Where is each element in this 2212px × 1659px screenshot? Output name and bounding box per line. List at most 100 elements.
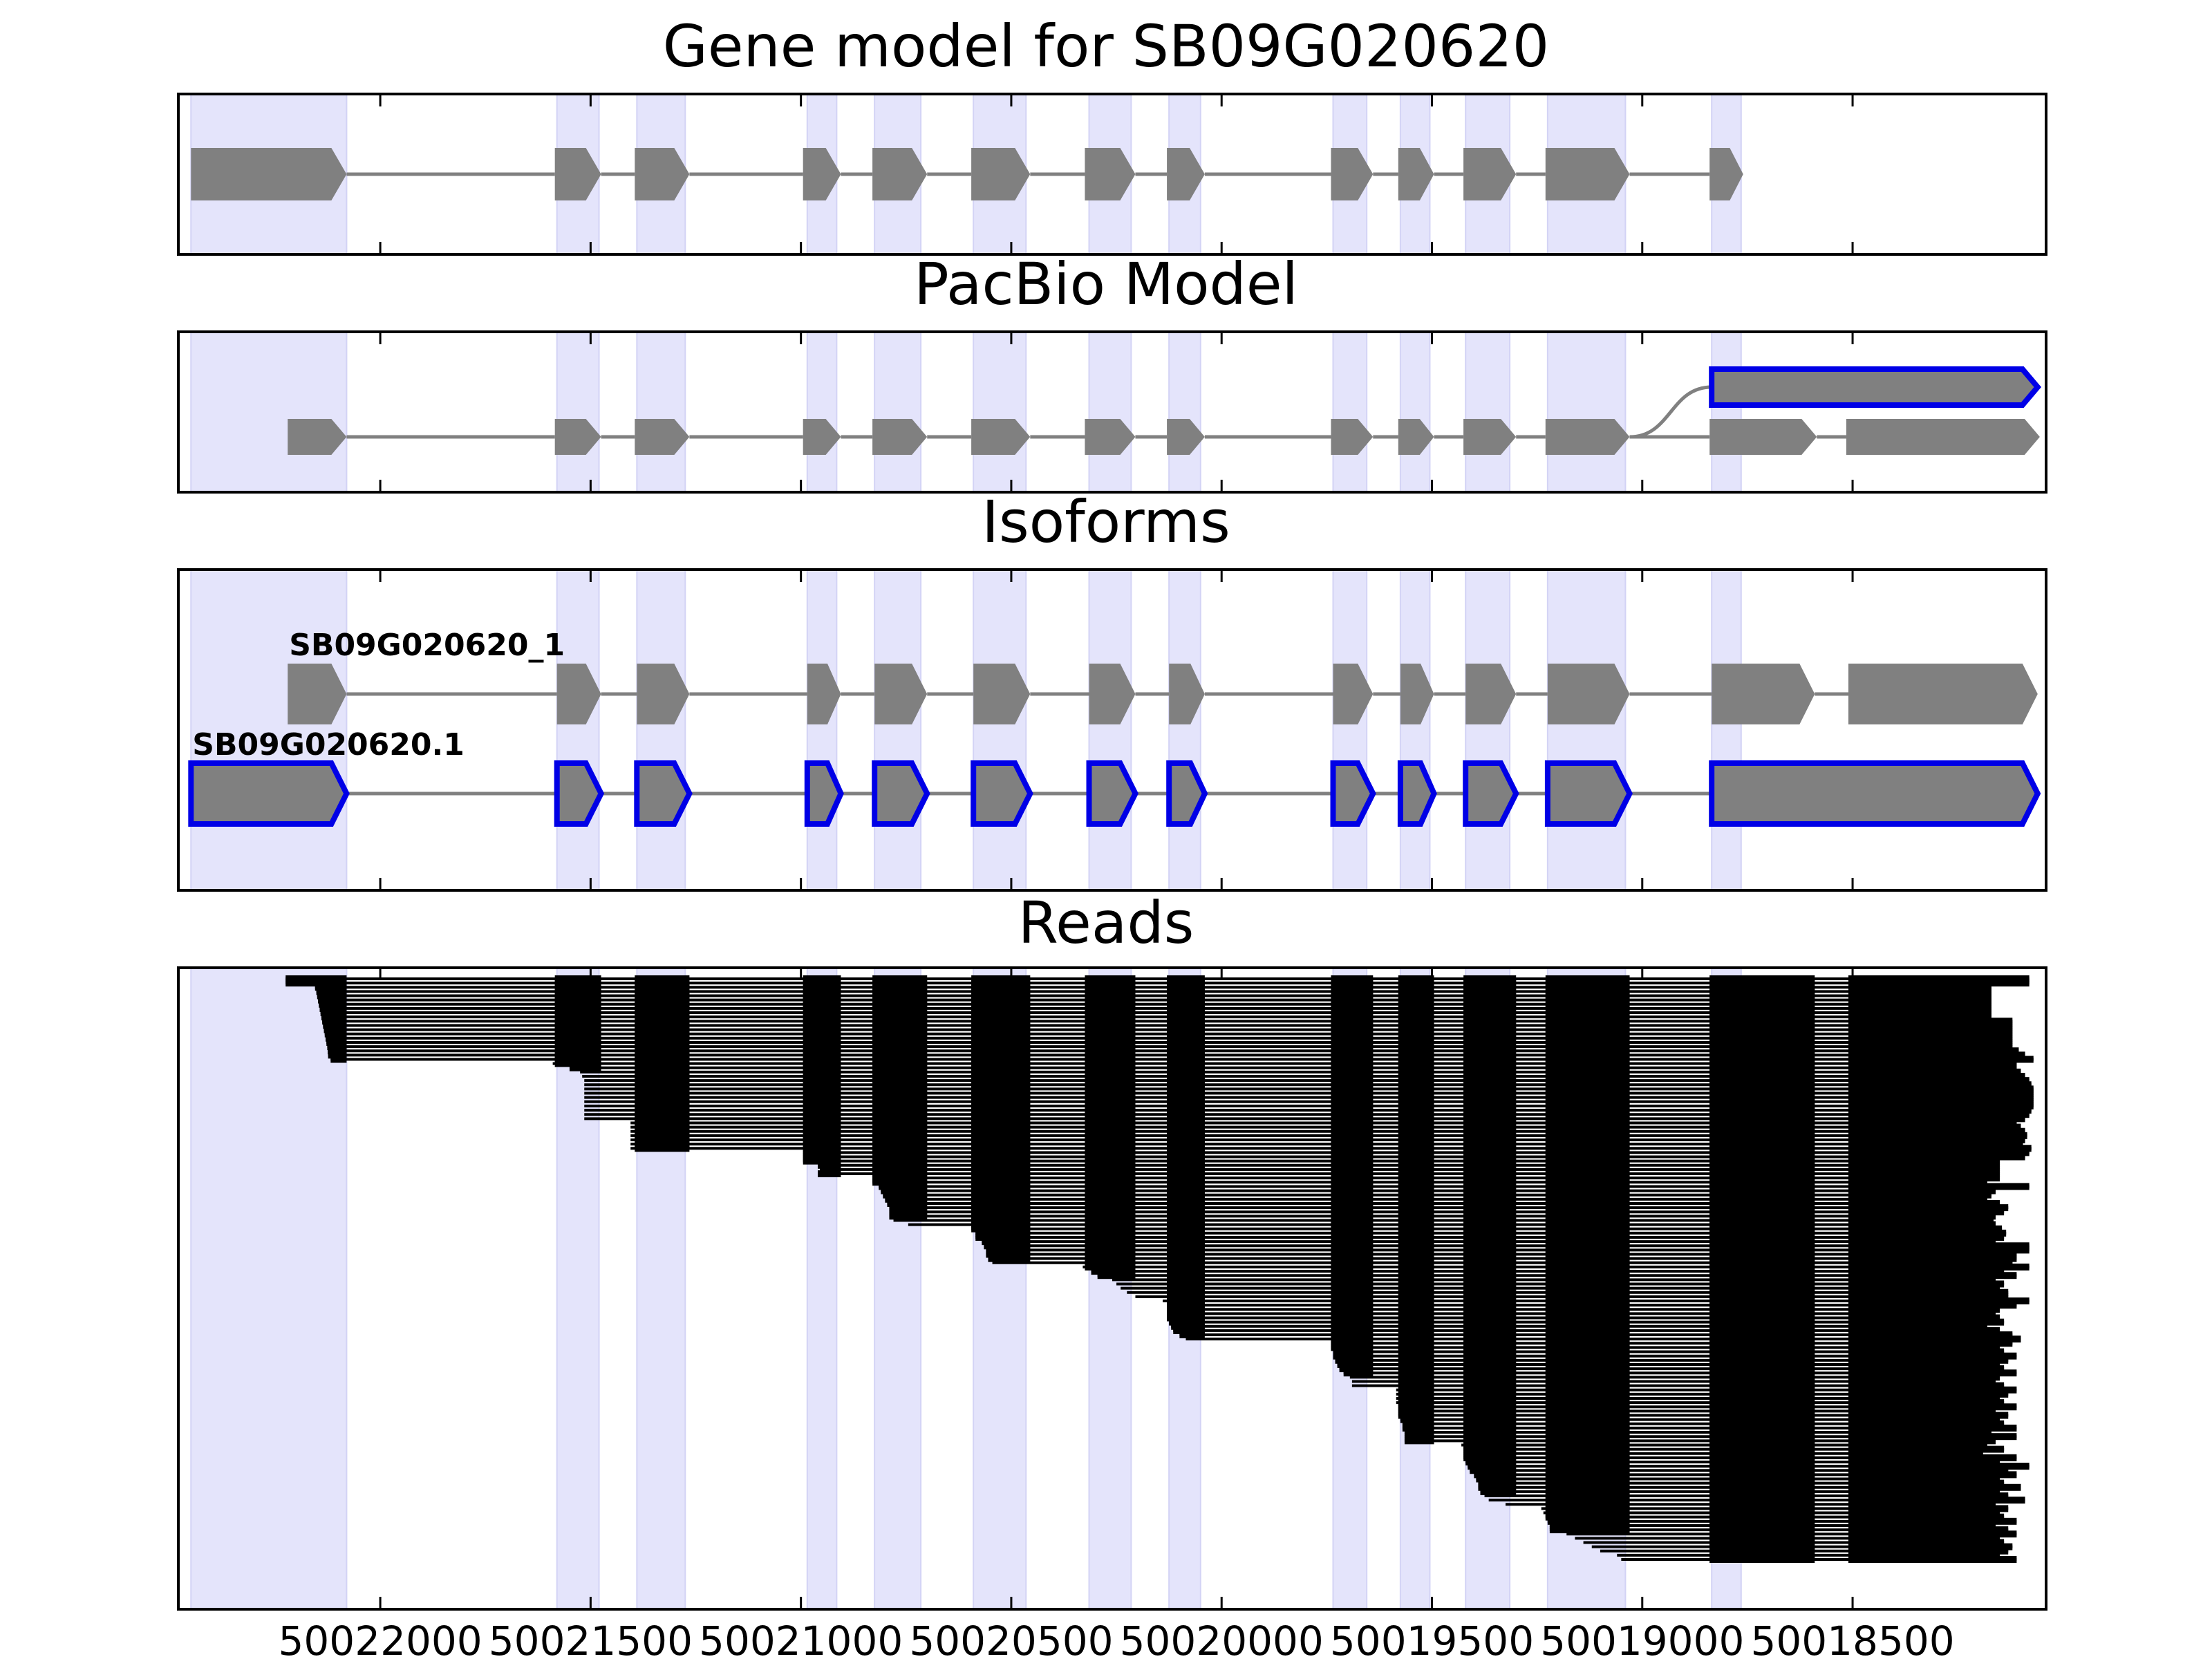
read-block: [1848, 1535, 2000, 1542]
read-block: [1398, 1374, 1434, 1381]
read-block: [1398, 1009, 1434, 1017]
read-block: [1463, 1403, 1517, 1411]
read-block: [1331, 1081, 1374, 1089]
read-block: [1463, 1340, 1517, 1347]
read-block: [1398, 1004, 1434, 1012]
exon-3: [804, 760, 844, 827]
read-block: [1709, 1119, 1815, 1127]
read-block: [872, 1127, 928, 1135]
read: [1543, 1509, 2000, 1517]
read-block: [1331, 1161, 1374, 1169]
highlight-region-2: [636, 569, 686, 891]
read-block: [1848, 1221, 1996, 1228]
read-block: [872, 996, 928, 1004]
exon-9: [1400, 664, 1434, 724]
read-block: [1167, 1111, 1205, 1118]
read-block: [1398, 1119, 1434, 1127]
exon-6: [1085, 148, 1136, 200]
read-block: [872, 1161, 928, 1169]
read-block: [1331, 1344, 1374, 1351]
read: [1621, 1556, 2017, 1563]
read-block: [1167, 1212, 1205, 1220]
read-block: [554, 1009, 601, 1017]
read: [820, 1165, 2000, 1173]
read-block: [1545, 975, 1630, 982]
read-block: [1331, 1089, 1374, 1097]
read-block: [635, 1000, 690, 1008]
read-block: [1545, 1000, 1630, 1008]
read-block: [1709, 1314, 1815, 1322]
read-block: [1331, 1195, 1374, 1203]
read-block: [1709, 1081, 1815, 1089]
read-block: [1848, 1386, 2017, 1394]
read: [317, 992, 1991, 1000]
read-block: [971, 1013, 1031, 1021]
read-block: [1398, 1348, 1434, 1356]
highlight-region-2: [636, 331, 686, 493]
exon-7: [1169, 664, 1205, 724]
read-block: [1167, 1250, 1205, 1258]
exon-0: [191, 148, 347, 200]
read-block: [1085, 1085, 1136, 1093]
read-block: [986, 1246, 1031, 1254]
read-block: [1167, 1077, 1205, 1085]
read-block: [971, 1000, 1031, 1008]
read-block: [1545, 1077, 1630, 1085]
read-block: [326, 1038, 347, 1046]
read-block: [635, 1018, 690, 1025]
read: [1337, 1360, 2000, 1368]
read: [883, 1191, 1991, 1199]
read: [1583, 1539, 2005, 1546]
read-block: [1085, 1204, 1136, 1212]
read-block: [1167, 1047, 1205, 1055]
read-block: [1398, 1107, 1434, 1114]
read-block: [1545, 1314, 1630, 1322]
read: [630, 1145, 2032, 1152]
x-tick-label: 50019000: [1540, 1618, 1744, 1659]
read: [630, 1132, 2027, 1139]
exon-13: [1848, 664, 2038, 724]
read-block: [318, 996, 347, 1004]
read-block: [1709, 1551, 1815, 1559]
read-block: [1335, 1356, 1374, 1364]
read-block: [872, 1174, 928, 1182]
read-block: [872, 1009, 928, 1017]
read-block: [1545, 1471, 1630, 1479]
read-block: [1545, 1179, 1630, 1186]
read-block: [971, 1056, 1031, 1063]
read-block: [1331, 1284, 1374, 1292]
read-block: [1545, 1340, 1630, 1347]
read-block: [803, 984, 841, 991]
read: [1478, 1479, 2005, 1487]
read-block: [1545, 1132, 1630, 1139]
read: [1541, 1505, 2009, 1512]
read-block: [803, 1013, 841, 1021]
read-block: [872, 984, 928, 991]
read-block: [1463, 1441, 1517, 1449]
read-block: [872, 1081, 928, 1089]
read-block: [1398, 1382, 1434, 1389]
read-block: [1545, 1479, 1630, 1487]
read-block: [971, 1191, 1031, 1199]
exon-11: [1545, 148, 1630, 200]
read-block: [1463, 1348, 1517, 1356]
read-block: [1545, 1187, 1630, 1194]
read-block: [1545, 1318, 1630, 1326]
read-block: [872, 1064, 928, 1071]
read-block: [889, 1204, 928, 1212]
read-block: [971, 1145, 1031, 1152]
read-block: [1463, 996, 1517, 1004]
read-block: [1463, 1331, 1517, 1339]
read-block: [803, 1051, 841, 1059]
read-block: [285, 980, 347, 987]
read-block: [1463, 1051, 1517, 1059]
read-block: [1709, 1543, 1815, 1550]
read-block: [1848, 1463, 2030, 1470]
exon-0: [188, 760, 350, 827]
read-block: [889, 1208, 928, 1216]
read-block: [1085, 1165, 1136, 1173]
read-block: [1709, 1191, 1815, 1199]
read-block: [1848, 1407, 1996, 1415]
exon-8: [1331, 148, 1374, 200]
highlight-region-4: [874, 331, 922, 493]
